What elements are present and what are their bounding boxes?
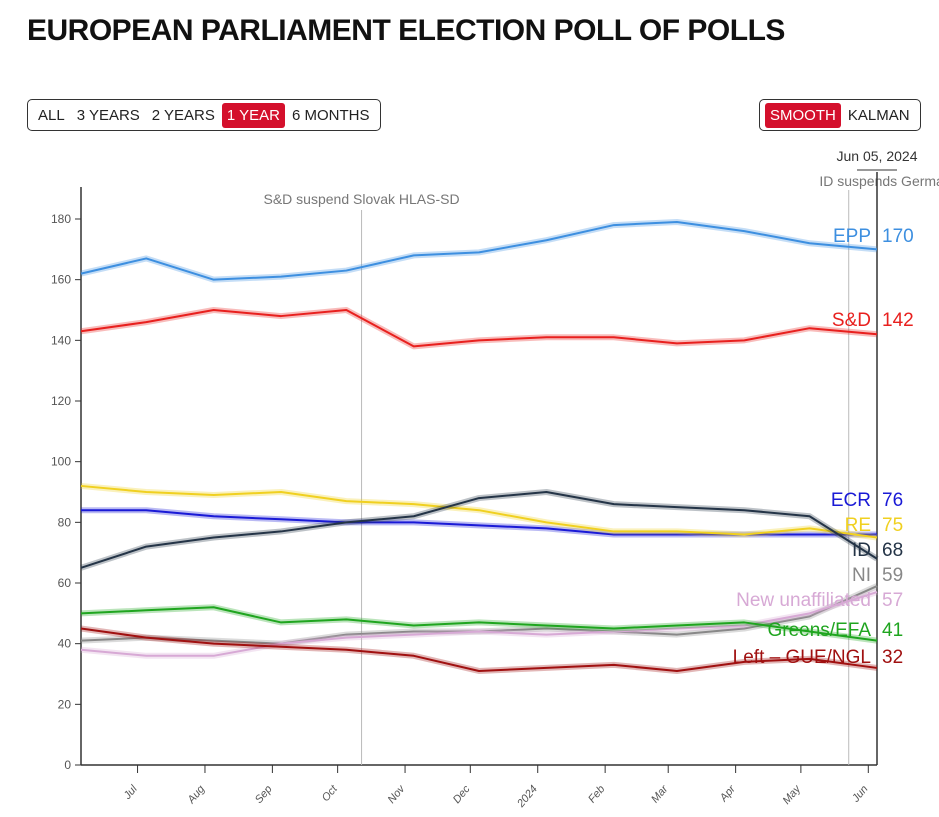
- x-tick-label: Jun: [849, 783, 870, 805]
- page-title: EUROPEAN PARLIAMENT ELECTION POLL OF POL…: [27, 14, 785, 47]
- range-all-button[interactable]: ALL: [38, 106, 65, 124]
- x-tick-label: Apr: [717, 782, 739, 805]
- series-line-left-gue-ngl: [80, 627, 878, 672]
- y-tick-label: 40: [58, 637, 72, 651]
- y-tick-label: 20: [58, 697, 72, 711]
- x-tick-label: Mar: [649, 782, 671, 805]
- series-name-label: NI: [852, 565, 871, 586]
- series-line-ni: [80, 585, 878, 645]
- series-band-id: [80, 489, 879, 571]
- x-tick-label: Feb: [586, 783, 607, 805]
- series-name-label: New unaffiliated: [736, 590, 871, 611]
- x-tick-label: Sep: [253, 783, 275, 806]
- series-band-ni: [80, 583, 879, 647]
- series-value-label: 170: [882, 226, 914, 247]
- series-band-left-gue-ngl: [80, 625, 878, 674]
- range-2-years-button[interactable]: 2 YEARS: [151, 106, 215, 124]
- range-selector: ALL 3 YEARS 2 YEARS 1 YEAR 6 MONTHS: [27, 99, 381, 131]
- x-tick-label: Jul: [121, 783, 140, 803]
- series-value-label: 59: [882, 565, 903, 586]
- method-selector: SMOOTH KALMAN: [759, 99, 921, 131]
- y-tick-label: 140: [51, 333, 71, 347]
- series-band-ecr: [81, 507, 877, 538]
- series-name-label: Left – GUE/NGL: [733, 647, 871, 668]
- series-name-label: RE: [845, 515, 871, 536]
- series-value-label: 57: [882, 590, 903, 611]
- series-line-ecr: [81, 509, 877, 536]
- series-value-label: 142: [882, 310, 914, 331]
- annotation-label: ID suspends German AfD: [819, 173, 939, 189]
- series-line-s-d: [80, 309, 878, 348]
- series-line-id: [80, 491, 878, 569]
- series-name-label: EPP: [833, 226, 871, 247]
- series-value-label: 76: [882, 490, 903, 511]
- y-tick-label: 180: [51, 212, 71, 226]
- x-tick-label: Dec: [451, 783, 473, 806]
- x-tick-label: Nov: [386, 782, 409, 806]
- range-6-months-button[interactable]: 6 MONTHS: [291, 106, 370, 124]
- y-tick-label: 60: [58, 576, 72, 590]
- series-line-new-unaffiliated: [80, 591, 878, 657]
- series-name-label: Greens/EFA: [768, 620, 872, 641]
- series-name-label: S&D: [832, 310, 871, 331]
- series-band-s-d: [80, 307, 878, 350]
- series-value-label: 32: [882, 647, 903, 668]
- series-band-greens-efa: [80, 604, 878, 644]
- y-tick-label: 100: [51, 455, 71, 469]
- series-band-new-unaffiliated: [80, 589, 878, 659]
- x-tick-label: Aug: [185, 783, 208, 807]
- series-value-label: 68: [882, 540, 903, 561]
- series-line-greens-efa: [80, 606, 878, 642]
- series-name-label: ID: [852, 540, 871, 561]
- x-tick-label: 2024: [514, 783, 540, 810]
- x-tick-label: May: [781, 782, 805, 807]
- y-tick-label: 80: [58, 515, 72, 529]
- method-smooth-button[interactable]: SMOOTH: [765, 102, 841, 128]
- method-kalman-button[interactable]: KALMAN: [847, 106, 910, 124]
- y-tick-label: 120: [51, 394, 71, 408]
- series-band-epp: [80, 219, 878, 283]
- series-line-epp: [80, 221, 878, 281]
- y-tick-label: 0: [64, 758, 71, 772]
- current-date-label: Jun 05, 2024: [837, 148, 918, 164]
- series-line-re: [80, 484, 878, 539]
- series-value-label: 75: [882, 515, 903, 536]
- series-value-label: 41: [882, 620, 903, 641]
- series-name-label: ECR: [831, 490, 871, 511]
- y-tick-label: 160: [51, 273, 71, 287]
- annotation-label: S&D suspend Slovak HLAS-SD: [264, 191, 460, 207]
- range-1-year-button[interactable]: 1 YEAR: [221, 102, 285, 128]
- range-3-years-button[interactable]: 3 YEARS: [76, 106, 140, 124]
- x-tick-label: Oct: [320, 783, 341, 805]
- series-band-re: [80, 482, 878, 541]
